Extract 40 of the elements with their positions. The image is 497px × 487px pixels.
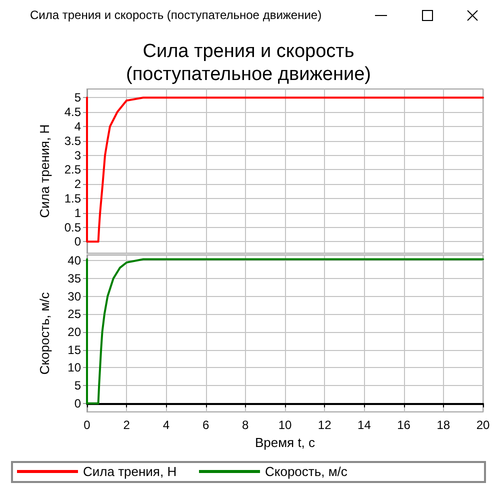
- chart-title: Сила трения и скорость (поступательное движение): [126, 41, 371, 85]
- y-tick-label: 35: [68, 272, 82, 286]
- x-tick-label: 10: [278, 418, 292, 432]
- y-tick-label: 4: [74, 119, 82, 134]
- y-tick-label: 40: [68, 254, 82, 268]
- x-axis-title: Время t, с: [254, 434, 316, 450]
- y-tick-label: 3.5: [64, 134, 82, 148]
- line-series: [86, 258, 484, 404]
- x-tick-label: 12: [318, 418, 332, 432]
- x-tick-label: 4: [162, 418, 170, 432]
- x-tick-label: 18: [436, 418, 450, 432]
- legend-label: Сила трения, Н: [83, 464, 177, 479]
- y-tick-label: 15: [68, 342, 82, 357]
- x-tick-label: 16: [397, 418, 411, 432]
- x-tick-label: 0: [84, 418, 91, 432]
- y-tick-label: 1: [74, 206, 82, 220]
- y-tick-label: 3: [74, 148, 82, 162]
- y-tick-label: 4.5: [64, 105, 82, 120]
- y-tick-label: 5: [74, 378, 82, 393]
- x-tick-label: 6: [202, 418, 210, 432]
- x-tick-label: 8: [242, 418, 250, 432]
- y-tick-label: 20: [68, 325, 82, 340]
- y-axis-title: Скорость, м/с: [37, 292, 52, 375]
- y-tick-label: 25: [68, 307, 82, 322]
- y-tick-label: 2: [74, 177, 82, 192]
- text: Сила трения и скорость (поступательное движение): [30, 8, 322, 22]
- x-tick-label: 2: [123, 418, 130, 432]
- y-tick-label: 2.5: [64, 162, 82, 177]
- y-tick-label: 0: [74, 396, 82, 410]
- y-axis-title: Сила трения, Н: [37, 124, 52, 218]
- x-tick-label: 20: [476, 418, 490, 432]
- y-tick-label: 30: [68, 289, 82, 304]
- y-tick-label: 5: [74, 90, 82, 105]
- x-tick-label: 14: [358, 418, 372, 432]
- y-tick-label: 0.5: [64, 220, 82, 234]
- y-tick-label: 1.5: [64, 191, 82, 206]
- y-tick-label: 0: [74, 234, 82, 249]
- y-tick-label: 10: [68, 360, 82, 375]
- line-series: [86, 96, 484, 243]
- legend-label: Скорость, м/с: [265, 464, 348, 479]
